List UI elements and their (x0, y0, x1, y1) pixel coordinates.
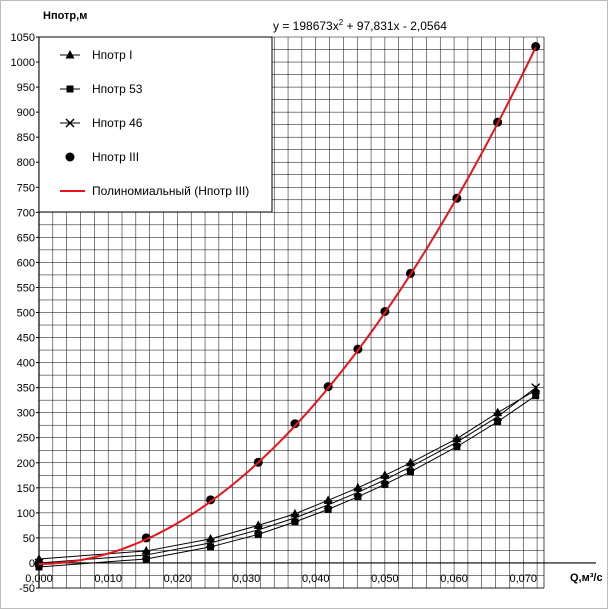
data-point (531, 42, 541, 52)
x-tick-label: 0,020 (164, 573, 192, 585)
data-point (142, 555, 150, 563)
data-point (452, 437, 462, 447)
x-tick-label: 0,030 (233, 573, 261, 585)
legend-item: Нпотр 46 (60, 116, 143, 130)
y-tick-label: 50 (23, 533, 35, 545)
legend-item: Нпотр 53 (60, 82, 143, 96)
trendline-layer (38, 46, 537, 565)
y-tick-label: 150 (17, 483, 35, 495)
x-tick-label: 0,070 (509, 573, 537, 585)
y-tick-label: 850 (17, 132, 35, 144)
y-tick-label: 600 (17, 257, 35, 269)
legend-label: Нпотр 53 (92, 82, 143, 96)
data-point (324, 505, 332, 513)
legend: Нпотр I Нпотр 53 Нпотр 46 Нпотр III Полиноми… (38, 36, 273, 213)
y-tick-label: -50 (19, 583, 35, 595)
data-point (381, 480, 389, 488)
x-tick-label: 0,010 (94, 573, 122, 585)
legend-item: Нпотр III (65, 150, 139, 164)
x-tick-label: 0,000 (25, 573, 53, 585)
legend-label: Нпотр 46 (92, 116, 143, 130)
y-tick-label: 950 (17, 82, 35, 94)
data-point (405, 462, 415, 472)
y-tick-label: 350 (17, 383, 35, 395)
y-tick-label: 550 (17, 282, 35, 294)
data-point (354, 493, 362, 501)
data-point (531, 385, 541, 394)
y-tick-label: 700 (17, 207, 35, 219)
legend-marker (65, 50, 75, 59)
data-point (532, 392, 540, 400)
legend-label: Нпотр III (92, 150, 139, 164)
legend-marker (65, 152, 75, 162)
y-tick-label: 400 (17, 358, 35, 370)
y-tick-label: 900 (17, 107, 35, 119)
data-point (254, 530, 262, 538)
y-tick-label: 1000 (11, 57, 35, 69)
legend-label: Полиномиальный (Нпотр III) (92, 184, 249, 198)
legend-marker (66, 85, 74, 93)
data-point (494, 418, 502, 426)
data-point (253, 525, 263, 535)
y-tick-label: 800 (17, 157, 35, 169)
data-point (207, 543, 215, 551)
series-line (38, 389, 536, 560)
series-2 (35, 392, 540, 571)
data-point (452, 433, 462, 443)
y-tick-label: 650 (17, 232, 35, 244)
equation-sup: 2 (339, 18, 344, 27)
y-tick-label: 0 (29, 558, 35, 570)
data-point (531, 383, 541, 393)
y-axis-label: Нпотр,м (43, 10, 87, 22)
x-tick-label: 0,050 (371, 573, 399, 585)
series-line (38, 395, 536, 568)
series-1 (34, 385, 541, 563)
y-tick-label: 300 (17, 408, 35, 420)
y-tick-label: 500 (17, 308, 35, 320)
y-tick-label: 100 (17, 508, 35, 520)
y-tick-label: 250 (17, 433, 35, 445)
x-tick-label: 0,060 (440, 573, 468, 585)
data-point (141, 550, 151, 560)
data-point (290, 419, 300, 429)
legend-label: Нпотр I (92, 48, 132, 62)
data-point (453, 443, 461, 451)
trendline (38, 46, 537, 565)
equation-prefix: y = 198673x (273, 19, 339, 33)
data-point (206, 538, 216, 548)
y-tick-label: 1050 (11, 32, 35, 44)
data-point (353, 487, 363, 497)
legend-box (38, 36, 273, 213)
y-tick-label: 450 (17, 333, 35, 345)
legend-marker (65, 118, 75, 128)
series-line (38, 387, 537, 564)
trend-equation: y = 198673x2 + 97,831x - 2,0564 (273, 18, 447, 33)
series-3 (34, 383, 541, 568)
data-point (291, 518, 299, 526)
y-tick-label: 200 (17, 458, 35, 470)
equation-suffix: + 97,831x - 2,0564 (343, 19, 447, 33)
x-tick-label: 0,040 (302, 573, 330, 585)
data-point (380, 475, 390, 485)
data-point (323, 500, 333, 510)
data-point (493, 412, 503, 422)
x-axis-label: Q,м³/с (570, 572, 603, 584)
data-point (290, 513, 300, 523)
legend-item: Нпотр I (60, 48, 132, 62)
data-point (406, 468, 414, 476)
legend-item: Полиномиальный (Нпотр III) (60, 184, 249, 198)
y-tick-label: 750 (17, 182, 35, 194)
